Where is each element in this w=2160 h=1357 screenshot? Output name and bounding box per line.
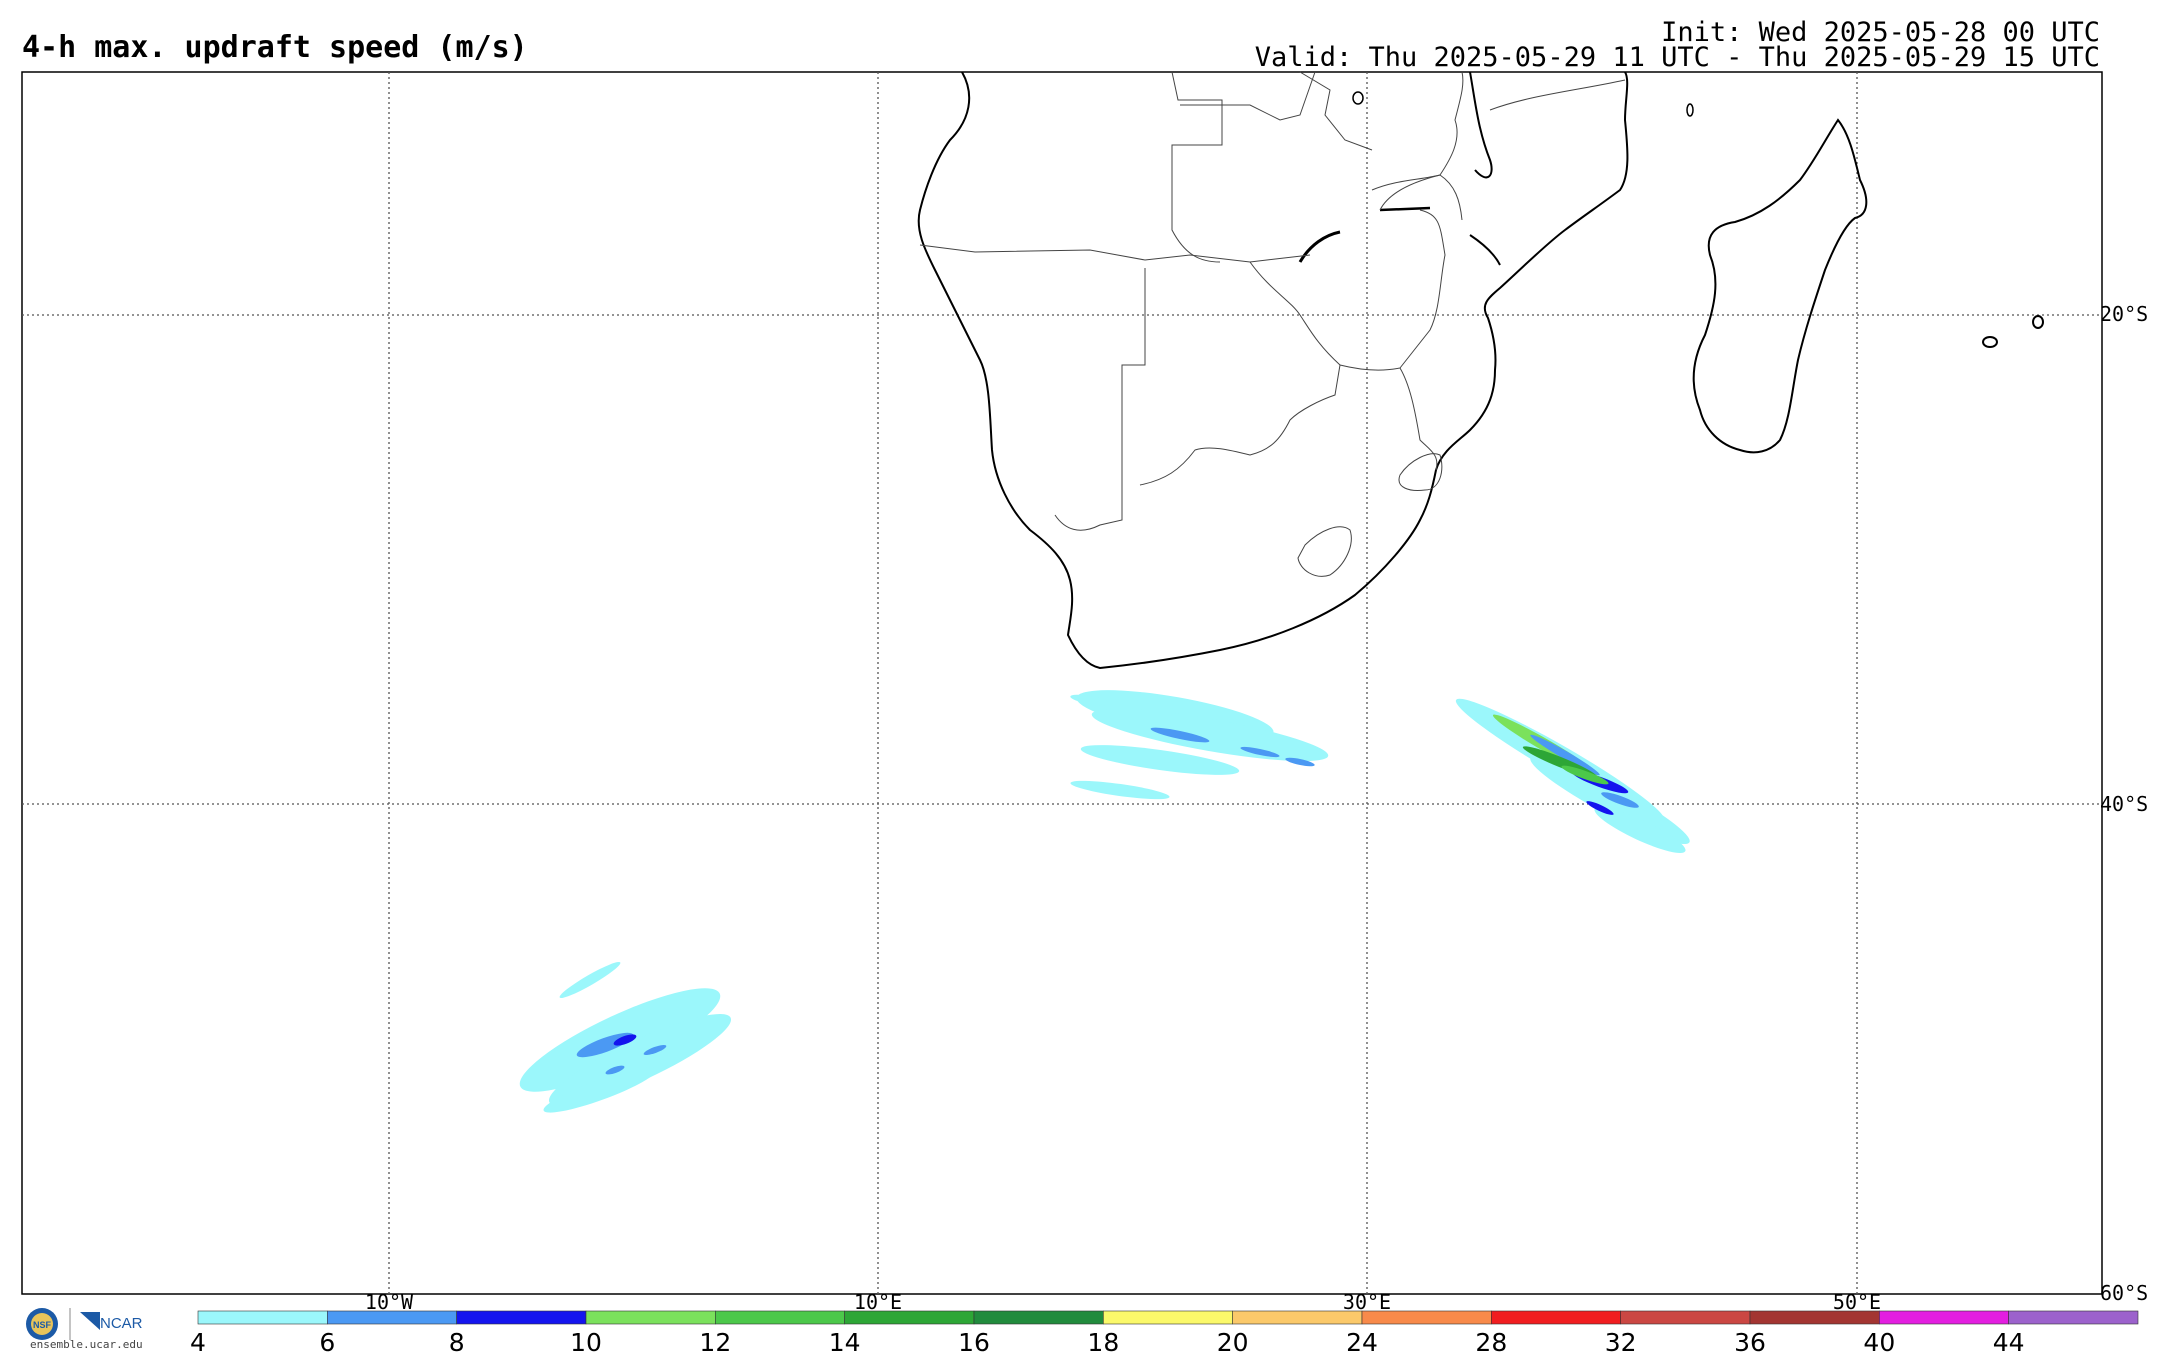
colorbar-tick-label: 6 [319, 1328, 336, 1357]
colorbar-segment [585, 1310, 716, 1325]
colorbar-tick-label: 8 [448, 1328, 465, 1357]
river-mouth [1469, 234, 1501, 266]
lon-label-30e: 30°E [1342, 1290, 1392, 1314]
madagascar [1692, 118, 1868, 454]
map-frame [21, 71, 2103, 1295]
border-lesotho [1297, 526, 1352, 577]
graticule [22, 72, 2102, 1294]
svg-text:NCAR: NCAR [100, 1315, 143, 1332]
border-tanzania [1489, 79, 1626, 111]
init-time: Init: Wed 2025-05-28 00 UTC [1661, 17, 2100, 48]
lake-malawi [1469, 71, 1493, 179]
map-title: 4-h max. updraft speed (m/s) [22, 30, 528, 65]
colorbar-tick-label: 24 [1346, 1328, 1378, 1357]
colorbar-tick-label: 32 [1604, 1328, 1637, 1357]
updraft-swath-atlantic [519, 961, 732, 1113]
colorbar-segment [1620, 1310, 1751, 1325]
colorbar-tick-label: 28 [1475, 1328, 1508, 1357]
border-drc-zambia [1299, 71, 1373, 151]
ncar-mark-icon [80, 1312, 100, 1330]
border-drc [1180, 71, 1316, 121]
border-zambia-angola [1171, 71, 1223, 263]
lon-label-10e: 10°E [853, 1290, 903, 1314]
lon-label-50e: 50°E [1832, 1290, 1882, 1314]
reunion-island [1982, 336, 1998, 348]
updraft-swath-cape [1070, 690, 1329, 800]
lon-label-10w: 10°W [364, 1290, 414, 1314]
border-botswana-south [1139, 261, 1341, 486]
colorbar-tick-label: 18 [1087, 1328, 1120, 1357]
colorbar-tick-label: 40 [1863, 1328, 1896, 1357]
colorbar-tick-label: 36 [1734, 1328, 1766, 1357]
colorbar-tick-label: 44 [1992, 1328, 2025, 1357]
svg-text:NSF: NSF [33, 1320, 52, 1330]
lat-label-40s: 40°S [2100, 792, 2149, 816]
updraft-swath-southeast [1455, 698, 1690, 853]
colorbar-tick-label: 14 [828, 1328, 861, 1357]
border-mozambique-sa [1399, 367, 1438, 471]
border-zimbabwe-south [1339, 364, 1401, 371]
colorbar-segment [456, 1310, 587, 1325]
border-eswatini [1398, 453, 1443, 491]
lake-island [1352, 91, 1364, 105]
colorbar-tick-label: 12 [699, 1328, 732, 1357]
valid-time: Valid: Thu 2025-05-29 11 UTC - Thu 2025-… [1254, 42, 2100, 73]
country-borders [919, 71, 1626, 577]
border-malawi [1439, 71, 1464, 176]
lake-kariba [1298, 230, 1341, 263]
africa-coastline [917, 71, 1629, 670]
border-zambia-zim [1371, 174, 1441, 191]
logo-url: ensemble.ucar.edu [30, 1338, 143, 1351]
colorbar-tick-label: 20 [1216, 1328, 1249, 1357]
colorbar-segment [1103, 1310, 1233, 1325]
mauritius-island [2032, 315, 2044, 329]
lat-label-20s: 20°S [2100, 302, 2149, 326]
border-zambia-mozambique [1379, 174, 1463, 221]
colorbar-tick-label: 10 [570, 1328, 602, 1357]
colorbar-tick-label: 16 [958, 1328, 990, 1357]
colorbar-segment [197, 1310, 328, 1325]
colorbar-segment [1879, 1310, 2009, 1325]
comoros-island [1686, 103, 1694, 117]
colorbar-segment [2008, 1310, 2139, 1325]
border-angola-namibia [919, 244, 1311, 263]
border-namibia-botswana [1054, 268, 1146, 531]
lake-cahora [1379, 206, 1431, 212]
colorbar [197, 1310, 2139, 1325]
nsf-ncar-logo: NSF NCAR [26, 1308, 143, 1340]
colorbar-segment [973, 1310, 1104, 1325]
colorbar-segment [1491, 1310, 1621, 1325]
lat-label-60s: 60°S [2100, 1281, 2149, 1305]
colorbar-segment [715, 1310, 845, 1325]
border-mozambique-zimbabwe [1399, 209, 1446, 369]
colorbar-tick-label: 4 [190, 1328, 206, 1357]
